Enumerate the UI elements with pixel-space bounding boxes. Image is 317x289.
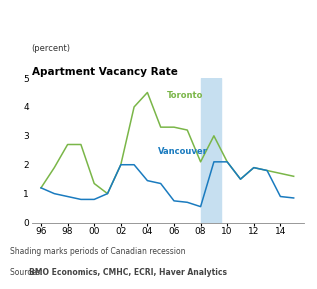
Text: Vancouver: Vancouver bbox=[158, 147, 208, 156]
Text: Apartment Vacancy Rate: Apartment Vacancy Rate bbox=[32, 66, 178, 77]
Text: Shading marks periods of Canadian recession: Shading marks periods of Canadian recess… bbox=[10, 247, 185, 256]
Text: Sources:: Sources: bbox=[10, 268, 44, 277]
Text: (percent): (percent) bbox=[32, 45, 71, 53]
Text: BMO Economics, CMHC, ECRI, Haver Analytics: BMO Economics, CMHC, ECRI, Haver Analyti… bbox=[29, 268, 227, 277]
Text: Chart 4: Chart 4 bbox=[8, 12, 39, 21]
Text: Tight, But Not Extraordinary: Tight, But Not Extraordinary bbox=[8, 29, 197, 42]
Bar bbox=[201, 78, 221, 223]
Text: Toronto: Toronto bbox=[167, 91, 204, 100]
